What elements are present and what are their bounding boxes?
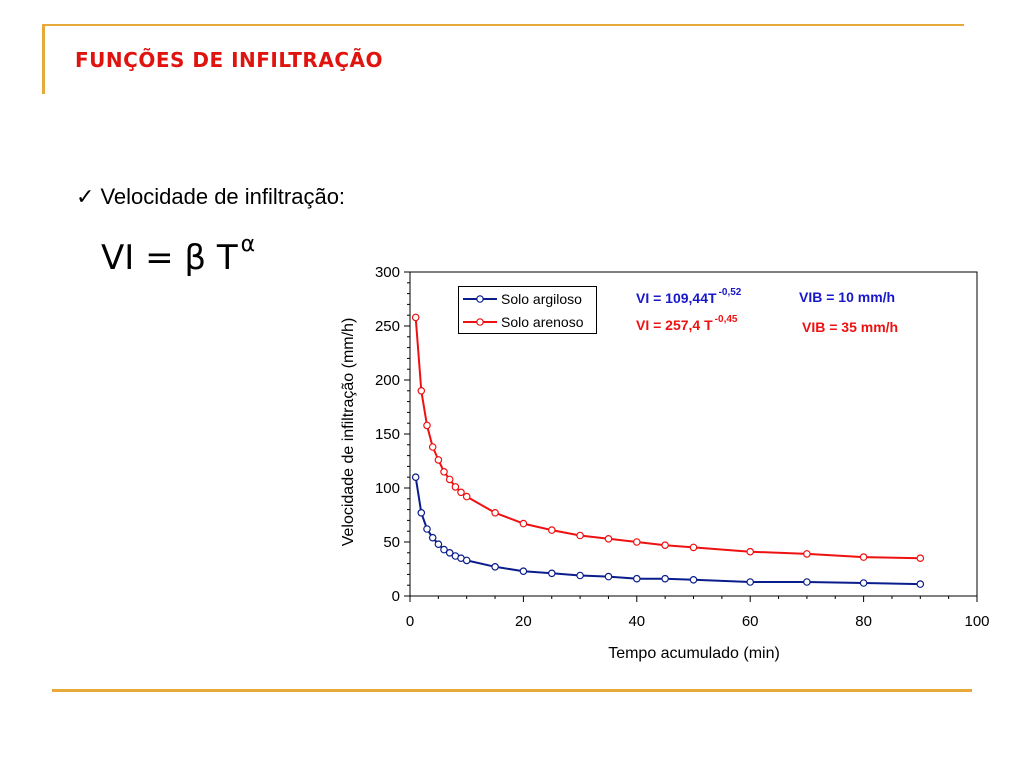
data-point-solo-argiloso [491,562,499,571]
bullet-text: Velocidade de infiltração: [100,184,346,209]
data-point-solo-argiloso [519,567,528,576]
legend-swatch-argiloso [463,295,497,303]
x-tick-label: 100 [964,613,989,630]
equation-argiloso-exp: -0,52 [718,287,742,298]
data-point-solo-arenoso [859,553,868,561]
data-point-solo-argiloso [604,572,613,581]
data-point-solo-arenoso [451,483,460,491]
legend-label-argiloso: Solo argiloso [501,291,582,307]
data-point-solo-argiloso [462,556,471,565]
slide-title: FUNÇÕES DE INFILTRAÇÃO [75,48,383,72]
top-accent-rule [42,24,964,26]
data-point-solo-argiloso [746,578,755,586]
data-point-solo-arenoso [689,543,698,552]
formula-exponent: α [240,232,256,257]
vib-argiloso: VIB = 10 mm/h [799,289,896,305]
checkmark-icon: ✓ [76,185,95,210]
x-tick-label: 60 [742,613,759,630]
data-point-solo-arenoso [411,313,420,322]
data-point-solo-argiloso [434,540,443,549]
data-point-solo-arenoso [746,547,755,556]
vib-arenoso: VIB = 35 mm/h [802,319,899,335]
data-point-solo-argiloso [916,580,925,588]
left-accent-bar [42,26,45,94]
y-tick-label: 100 [375,480,400,497]
data-point-solo-arenoso [576,531,584,540]
data-point-solo-argiloso [803,578,811,586]
data-point-solo-arenoso [428,443,437,451]
x-tick-label: 20 [515,613,532,630]
data-point-solo-argiloso [445,548,454,557]
data-point-solo-arenoso [457,488,465,497]
y-tick-label: 0 [392,588,400,605]
formula-base: VI = β T [101,238,238,278]
legend-swatch-arenoso [463,318,497,326]
data-point-solo-arenoso [434,456,443,464]
legend-item-argiloso: Solo argiloso [459,289,582,309]
data-point-solo-argiloso [632,574,641,583]
series-line-solo-arenoso [414,317,921,560]
data-point-solo-arenoso [417,386,426,395]
y-tick-label: 200 [375,372,400,389]
chart-legend: Solo argiloso Solo arenoso [458,286,597,334]
data-point-solo-arenoso [547,526,556,534]
data-point-solo-arenoso [661,541,669,550]
data-point-solo-arenoso [519,519,528,528]
data-point-solo-argiloso [576,571,584,580]
data-point-solo-arenoso [916,554,925,563]
data-point-solo-arenoso [491,508,499,517]
data-point-solo-arenoso [423,421,431,430]
data-point-solo-argiloso [859,579,868,587]
equation-arenoso-base: VI = 257,4 T [636,317,713,333]
y-tick-label: 250 [375,318,400,335]
x-tick-label: 0 [406,613,414,630]
y-tick-label: 300 [375,264,400,281]
series-line-solo-argiloso [414,477,921,586]
data-point-solo-arenoso [462,492,471,501]
equation-arenoso: VI = 257,4 T -0,45 [636,314,737,333]
data-point-solo-arenoso [803,550,811,558]
data-point-solo-argiloso [423,525,431,533]
data-point-solo-arenoso [632,538,641,546]
legend-label-arenoso: Solo arenoso [501,314,584,330]
data-point-solo-argiloso [689,575,698,584]
data-point-solo-argiloso [428,533,437,542]
data-point-solo-argiloso [661,574,669,583]
x-tick-label: 80 [855,613,872,630]
x-axis-label: Tempo acumulado (min) [608,645,780,662]
equation-arenoso-exp: -0,45 [714,314,738,325]
data-point-solo-arenoso [440,467,448,476]
bottom-accent-rule [52,689,972,692]
data-point-solo-arenoso [445,475,454,484]
legend-item-arenoso: Solo arenoso [459,312,584,332]
data-point-solo-arenoso [604,534,613,543]
y-axis-label: Velocidade de infiltração (mm/h) [340,318,357,547]
bullet-item: ✓ Velocidade de infiltração: [76,184,345,210]
data-point-solo-argiloso [440,545,448,554]
data-point-solo-argiloso [547,569,556,578]
equation-argiloso: VI = 109,44T -0,52 [636,287,741,306]
equation-argiloso-base: VI = 109,44T [636,290,717,306]
x-tick-label: 40 [628,613,645,630]
data-point-solo-argiloso [417,508,426,517]
data-point-solo-argiloso [411,473,420,482]
y-tick-label: 50 [383,534,400,551]
y-tick-label: 150 [375,426,400,443]
